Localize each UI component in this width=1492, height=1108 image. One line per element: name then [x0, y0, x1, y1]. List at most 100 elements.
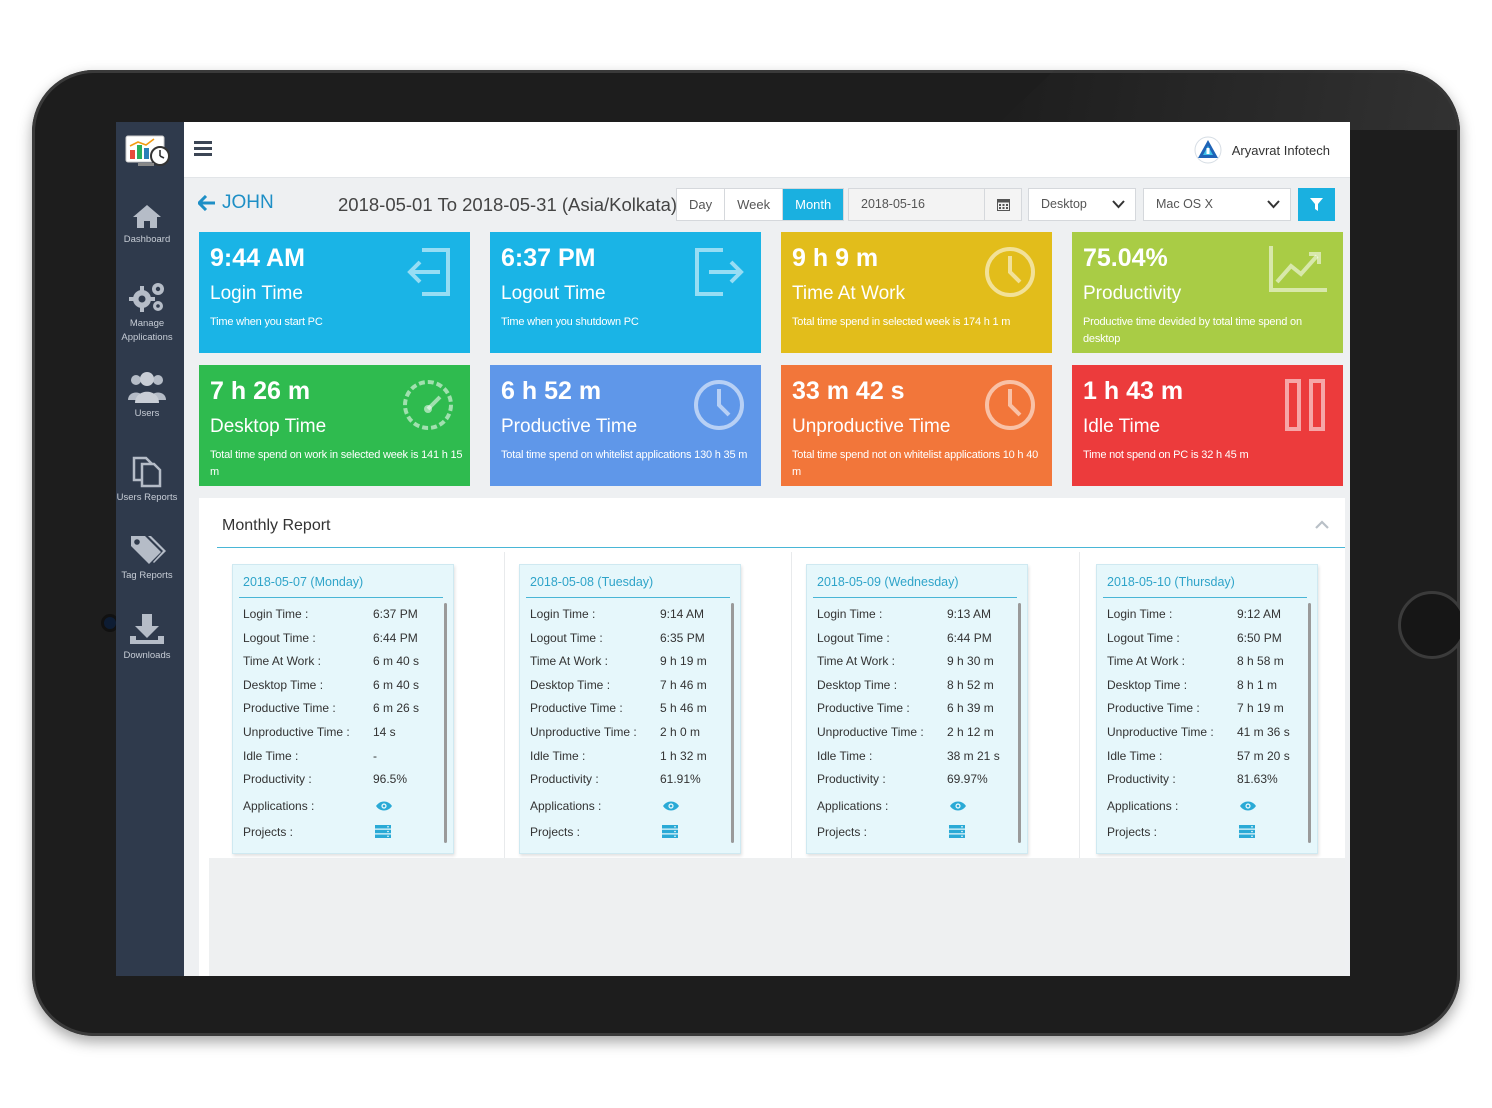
day-row-label: Login Time :: [1107, 607, 1173, 621]
day-row-label: Desktop Time :: [817, 677, 898, 692]
day-card: 2018-05-09 (Wednesday) Login Time : 9:13 A…: [806, 564, 1028, 854]
column-divider: [504, 552, 505, 858]
day-card: 2018-05-08 (Tuesday) Login Time : 9:14 AM L…: [519, 564, 741, 854]
day-row-value: 2 h 0 m: [660, 725, 701, 739]
sidebar-item-users[interactable]: Users: [116, 370, 178, 421]
day-row-label: Unproductive Time :: [530, 725, 637, 739]
day-row-value: 6 m 26 s: [373, 701, 420, 716]
period-month-button[interactable]: Month: [783, 189, 844, 220]
os-select[interactable]: Mac OS X: [1143, 188, 1291, 221]
sidebar-item-tag-reports[interactable]: Tag Reports: [116, 532, 178, 583]
tile-description: Total time spend on work in selected wee…: [210, 449, 463, 478]
day-row-label: Projects :: [1107, 825, 1158, 839]
sidebar-item-label: Tag Reports: [121, 570, 173, 581]
sidebar: Dashboard Manage Applications Users: [116, 122, 184, 976]
back-to-user-link[interactable]: JOHN: [198, 192, 274, 214]
day-row-value: 57 m 20 s: [1237, 748, 1290, 763]
sidebar-item-downloads[interactable]: Downloads: [116, 612, 178, 663]
day-card-divider: [1103, 597, 1307, 598]
apply-filter-button[interactable]: [1298, 188, 1335, 221]
tile-desktop-time: 7 h 26 m Desktop Time Total time spend o…: [199, 365, 470, 486]
user-name: JOHN: [222, 192, 274, 213]
monthly-report-panel: Monthly Report 2018-05-07 (Monday) Login …: [199, 498, 1345, 976]
speedometer-icon: [403, 380, 453, 430]
day-row-label: Login Time :: [243, 607, 309, 621]
day-row-value: 8 h 1 m: [1237, 677, 1278, 692]
day-card-scrollbar[interactable]: [1018, 603, 1021, 843]
day-row-value: 6 m 40 s: [373, 654, 420, 669]
company-name: Aryavrat Infotech: [1231, 142, 1330, 158]
sidebar-item-users-reports[interactable]: Users Reports: [116, 452, 178, 505]
day-card-date[interactable]: 2018-05-09 (Wednesday): [817, 575, 959, 589]
day-row-value: 81.63%: [1237, 772, 1278, 787]
clock-icon: [694, 380, 744, 430]
day-row-label: Applications :: [817, 799, 889, 813]
tile-description: Productive time devided by total time sp…: [1083, 316, 1302, 345]
day-row-label: Login Time :: [530, 607, 596, 621]
day-card-date[interactable]: 2018-05-08 (Tuesday): [530, 575, 654, 589]
day-row-value: 2 h 12 m: [947, 725, 994, 739]
day-row-label: Idle Time :: [817, 748, 873, 763]
tile-value: 1 h 43 m: [1083, 377, 1184, 405]
column-divider: [1079, 552, 1080, 858]
day-row-value: 6:44 PM: [373, 630, 418, 645]
eye-icon[interactable]: [375, 800, 393, 812]
day-card-scrollbar[interactable]: [731, 603, 734, 843]
tile-label: Time At Work: [792, 283, 905, 304]
day-row-value: 38 m 21 s: [947, 748, 1000, 763]
company-menu[interactable]: Aryavrat Infotech: [1194, 136, 1330, 164]
eye-icon[interactable]: [1239, 800, 1257, 812]
day-row-value: 6 m 40 s: [373, 677, 420, 692]
tile-value: 9 h 9 m: [792, 244, 879, 272]
hamburger-menu-icon[interactable]: [194, 141, 212, 156]
app-logo[interactable]: [124, 134, 172, 170]
day-row-value: 8 h 58 m: [1237, 654, 1284, 669]
day-card-scrollbar[interactable]: [1308, 603, 1311, 843]
server-icon[interactable]: [1239, 825, 1255, 838]
tile-value: 9:44 AM: [210, 244, 305, 272]
day-row-label: Productive Time :: [243, 701, 336, 716]
server-icon[interactable]: [662, 825, 678, 838]
day-row-label: Desktop Time :: [243, 677, 324, 692]
day-row-value: -: [373, 748, 377, 763]
home-icon: [133, 205, 161, 228]
pause-icon: [1285, 379, 1325, 431]
arrow-left-icon: [198, 195, 215, 211]
sidebar-item-dashboard[interactable]: Dashboard: [116, 202, 178, 247]
chevron-down-icon: [1112, 200, 1125, 209]
logout-icon: [695, 248, 744, 296]
day-card-scrollbar[interactable]: [444, 603, 447, 843]
day-card-date[interactable]: 2018-05-10 (Thursday): [1107, 575, 1235, 589]
day-row-label: Logout Time :: [243, 630, 316, 645]
tile-label: Login Time: [210, 283, 303, 304]
day-row-label: Logout Time :: [817, 630, 890, 645]
day-row-value: 7 h 19 m: [1237, 701, 1284, 716]
day-row-value: 14 s: [373, 725, 396, 739]
server-icon[interactable]: [949, 825, 965, 838]
period-week-button[interactable]: Week: [725, 189, 784, 220]
chevron-up-icon[interactable]: [1315, 520, 1329, 529]
day-row-label: Applications :: [1107, 799, 1179, 813]
server-icon[interactable]: [375, 825, 391, 838]
day-row-value: 9:13 AM: [947, 607, 992, 621]
day-row-value: 61.91%: [660, 772, 701, 787]
day-row-label: Logout Time :: [530, 630, 603, 645]
eye-icon[interactable]: [949, 800, 967, 812]
calendar-button[interactable]: [984, 188, 1022, 221]
day-row-value: 6 h 39 m: [947, 701, 994, 716]
day-row-value: 9:12 AM: [1237, 607, 1282, 621]
day-card-date[interactable]: 2018-05-07 (Monday): [243, 575, 364, 589]
tile-description: Total time spend in selected week is 174…: [792, 316, 1011, 328]
tile-label: Productivity: [1083, 283, 1182, 304]
tile-description: Total time spend not on whitelist applic…: [792, 449, 1039, 478]
company-logo-icon: [1194, 136, 1222, 164]
platform-select[interactable]: Desktop: [1028, 188, 1136, 221]
day-row-label: Idle Time :: [530, 748, 586, 763]
tile-label: Desktop Time: [210, 416, 327, 437]
day-card-divider: [239, 597, 443, 598]
sidebar-item-manage-applications[interactable]: Manage Applications: [116, 280, 178, 345]
day-row-label: Projects :: [530, 825, 581, 839]
date-picker-input[interactable]: 2018-05-16: [848, 188, 1022, 221]
period-day-button[interactable]: Day: [677, 189, 726, 220]
eye-icon[interactable]: [662, 800, 680, 812]
